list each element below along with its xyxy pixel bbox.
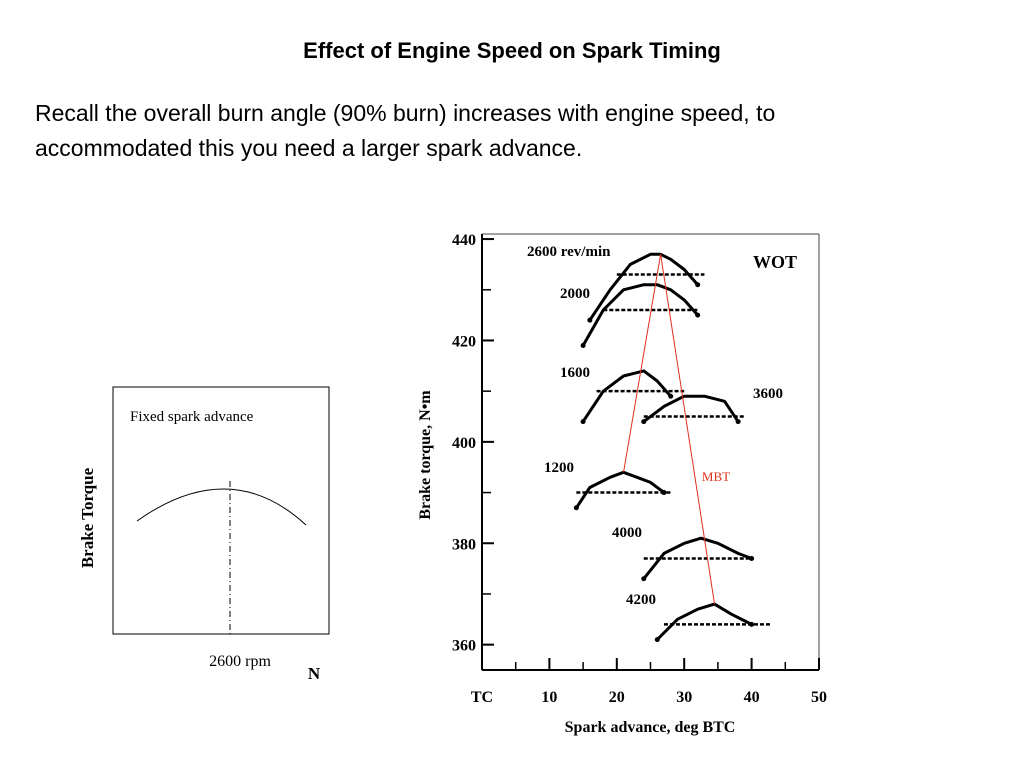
x-tick-label: TC [471, 689, 493, 706]
torque-curve [136, 488, 307, 526]
series-end-point [749, 555, 755, 561]
x-tick-label: 50 [811, 689, 827, 706]
mbt-label: MBT [702, 469, 730, 484]
series-label: 3600 [753, 386, 783, 402]
y-tick-label: 440 [452, 232, 476, 249]
slide-title: Effect of Engine Speed on Spark Timing [303, 38, 721, 63]
series-start-point [641, 576, 647, 582]
y-tick-label: 360 [452, 638, 476, 655]
series-label: 4200 [626, 592, 656, 608]
series-label: 4000 [612, 525, 642, 541]
x-tick-label: 40 [744, 689, 760, 706]
series-start-point [641, 419, 647, 425]
y-tick-label: 380 [452, 536, 476, 553]
series-curve [581, 369, 673, 424]
series-curve [655, 602, 754, 642]
slide-body-text: Recall the overall burn angle (90% burn)… [35, 96, 995, 166]
right-axes: TC 10 20 30 40 50 360 380 400 420 440 [452, 232, 827, 706]
series-curve [642, 536, 754, 581]
fixed-spark-annotation: Fixed spark advance [130, 409, 254, 425]
series-label: 1200 [544, 460, 574, 476]
series-end-point [695, 312, 701, 318]
series-label: 1600 [560, 365, 590, 381]
series-end-point [735, 419, 741, 425]
series-start-point [580, 419, 586, 425]
series-curve [581, 283, 700, 347]
series-end-point [695, 282, 701, 288]
series-start-point [654, 637, 660, 643]
x-tick-label: 20 [609, 689, 625, 706]
series-curve [642, 394, 740, 424]
series-end-point [668, 393, 674, 399]
left-x-axis-label: N [308, 664, 321, 683]
series-start-point [580, 343, 586, 349]
body-line-2: accommodated this you need a larger spar… [35, 135, 583, 161]
left-y-axis-label: Brake Torque [78, 467, 97, 568]
right-x-axis-label: Spark advance, deg BTC [565, 719, 736, 736]
mbt-line-left [623, 254, 662, 473]
right-mbt [623, 254, 716, 605]
y-tick-label: 400 [452, 435, 476, 452]
x-tick-label: 30 [676, 689, 692, 706]
right-y-axis-label: Brake torque, N•m [417, 390, 434, 520]
right-series: 2600 rev/min 2000 1600 3600 1200 4000 4200 [527, 244, 783, 643]
series-end-point [749, 621, 755, 627]
left-x-tick-label: 2600 rpm [209, 653, 271, 670]
series-end-point [661, 490, 667, 496]
x-tick-label: 10 [541, 689, 557, 706]
series-start-point [573, 505, 579, 511]
series-curve [574, 470, 666, 510]
series-start-point [587, 317, 593, 323]
series-label: 2000 [560, 286, 590, 302]
body-line-1: Recall the overall burn angle (90% burn)… [35, 100, 776, 126]
wot-annotation: WOT [753, 252, 797, 272]
y-tick-label: 420 [452, 333, 476, 350]
series-curve [588, 252, 700, 322]
series-label: 2600 rev/min [527, 244, 611, 260]
left-chart-frame [112, 386, 330, 635]
mbt-line-right [660, 254, 716, 605]
